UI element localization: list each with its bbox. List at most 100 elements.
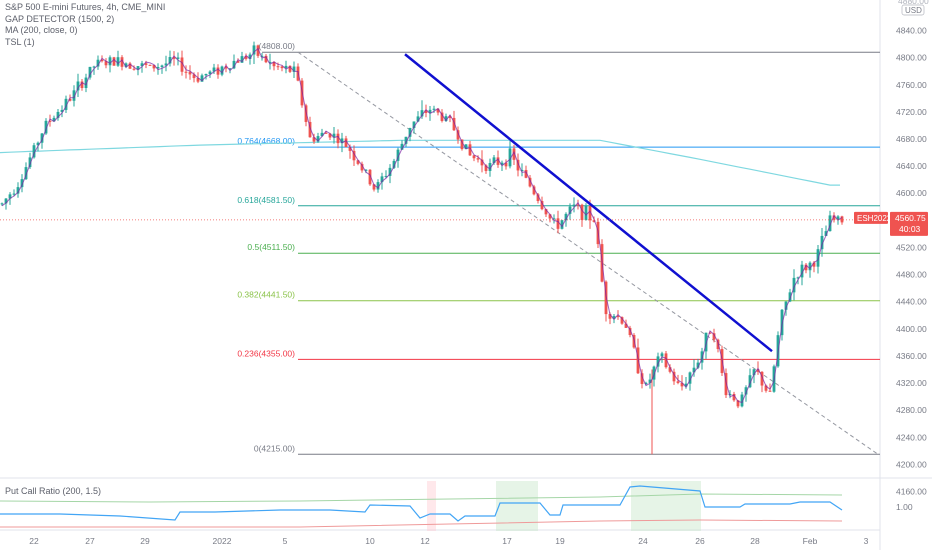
price-tick-1: 4800.00	[896, 53, 927, 63]
candle-body	[704, 332, 708, 352]
candle-body	[652, 366, 656, 380]
candle-127	[508, 141, 512, 169]
candle-body	[576, 204, 580, 206]
candle-96	[384, 170, 388, 179]
candle-body	[832, 215, 836, 220]
candle-body	[348, 147, 352, 151]
candle-202	[808, 261, 812, 278]
candle-body	[628, 327, 632, 336]
candle-83	[332, 126, 336, 144]
candle-205	[820, 227, 824, 257]
candle-71	[284, 60, 288, 74]
candle-body	[768, 390, 772, 392]
candle-body	[136, 66, 140, 70]
candle-body	[524, 169, 528, 178]
time-tick-12: Feb	[803, 536, 818, 546]
time-tick-1: 27	[85, 536, 95, 546]
candle-207	[828, 210, 832, 232]
candle-body	[552, 218, 556, 220]
candle-body	[640, 373, 644, 384]
candle-body	[96, 59, 100, 67]
candle-23	[92, 65, 96, 75]
pc-highlight-green-2	[631, 481, 701, 531]
fib-level-label-4: 0.382(4441.50)	[237, 290, 295, 300]
candle-body	[512, 148, 516, 160]
pc-highlight-green-1	[496, 481, 538, 531]
candle-body	[40, 133, 44, 143]
candle-body	[540, 201, 544, 210]
candle-44	[176, 52, 180, 66]
candle-body	[252, 45, 256, 55]
candle-68	[272, 61, 276, 71]
candle-body	[436, 108, 440, 113]
candle-body	[372, 184, 376, 190]
candle-body	[280, 66, 284, 69]
candle-73	[292, 61, 296, 78]
candle-body	[160, 65, 164, 68]
candle-body	[788, 292, 792, 302]
candle-body	[784, 301, 788, 310]
time-tick-3: 2022	[213, 536, 232, 546]
candle-body	[24, 167, 28, 180]
put-call-legend[interactable]: Put Call Ratio (200, 1.5)	[5, 486, 102, 496]
candle-body	[384, 175, 388, 177]
fib-level-label-3: 0.5(4511.50)	[247, 242, 295, 252]
candle-body	[100, 59, 104, 62]
candle-body	[420, 110, 424, 117]
price-tick-11: 4400.00	[896, 324, 927, 334]
legend-indicator-ma[interactable]: MA (200, close, 0)	[5, 25, 78, 35]
price-tick-4: 4680.00	[896, 134, 927, 144]
candle-145	[580, 203, 584, 227]
candle-body	[396, 149, 400, 161]
ma-200-line	[0, 139, 840, 186]
time-tick-6: 12	[420, 536, 430, 546]
candle-37	[148, 64, 152, 66]
pc-upper-band	[0, 493, 843, 503]
candle-167	[668, 364, 672, 374]
candle-body	[508, 148, 512, 167]
candle-body	[712, 333, 716, 340]
candle-body	[8, 194, 12, 199]
candle-body	[612, 316, 616, 319]
candle-84	[336, 129, 340, 149]
candle-129	[516, 153, 520, 177]
candle-128	[512, 144, 516, 166]
candle-173	[692, 359, 696, 377]
candle-body	[124, 63, 128, 67]
legend-symbol[interactable]: S&P 500 E-mini Futures, 4h, CME_MINI	[5, 2, 166, 12]
candle-body	[424, 110, 428, 113]
candle-body	[108, 57, 112, 66]
price-tick-15: 4240.00	[896, 432, 927, 442]
price-tick-3: 4720.00	[896, 107, 927, 117]
legend-indicator-tsl[interactable]: TSL (1)	[5, 36, 35, 47]
candle-143	[572, 197, 576, 213]
time-tick-4: 5	[283, 536, 288, 546]
time-tick-2: 29	[140, 536, 150, 546]
price-tick-14: 4280.00	[896, 405, 927, 415]
candle-body	[256, 45, 260, 56]
candle-body	[484, 165, 488, 171]
candle-body	[728, 393, 732, 396]
candle-body	[568, 206, 572, 214]
candle-21	[84, 73, 88, 93]
candle-body	[56, 111, 60, 118]
currency-label: USD	[905, 6, 922, 15]
candle-43	[172, 51, 176, 66]
candle-body	[428, 109, 432, 113]
candle-body	[60, 109, 64, 112]
candle-38	[152, 64, 156, 72]
candle-body	[272, 61, 276, 67]
candle-body	[44, 120, 48, 134]
candle-body	[796, 277, 800, 279]
candle-body	[32, 145, 36, 158]
candle-41	[164, 55, 168, 72]
legend-indicator-gap[interactable]: GAP DETECTOR (1500, 2)	[5, 13, 115, 24]
candle-body	[148, 64, 152, 66]
candle-153	[612, 313, 616, 324]
candle-body	[240, 56, 244, 63]
candle-body	[284, 65, 288, 69]
price-tick-17: 4160.00	[896, 487, 927, 497]
candle-52	[208, 70, 212, 78]
candle-66	[264, 53, 268, 64]
